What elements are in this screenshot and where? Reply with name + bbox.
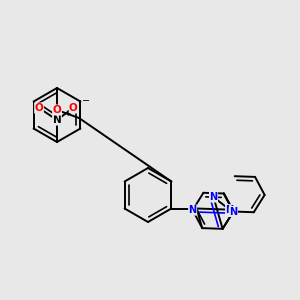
- Text: O: O: [34, 103, 43, 113]
- Text: N: N: [226, 205, 234, 215]
- Text: O: O: [69, 103, 77, 113]
- Text: N: N: [52, 115, 62, 125]
- Text: N: N: [189, 205, 197, 215]
- Text: O: O: [52, 105, 62, 115]
- Text: −: −: [82, 96, 90, 106]
- Text: N: N: [209, 192, 217, 202]
- Text: N: N: [230, 206, 238, 217]
- Text: +: +: [64, 109, 70, 118]
